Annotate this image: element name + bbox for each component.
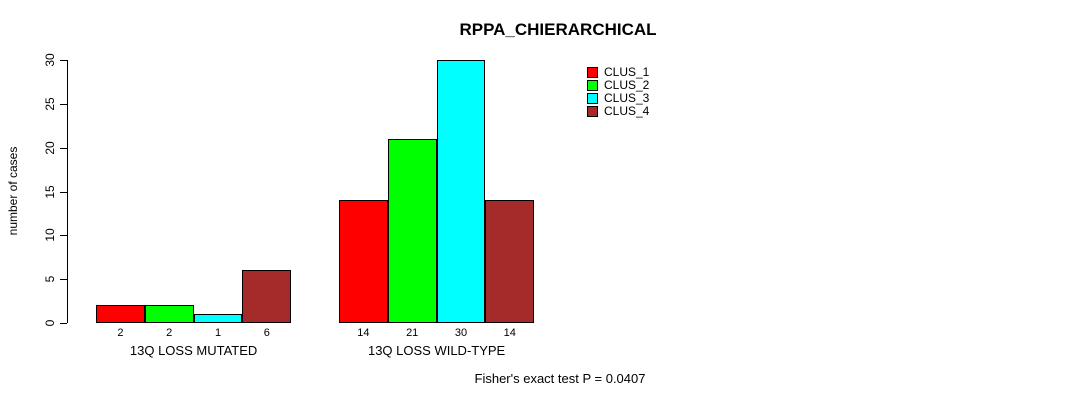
bar-value-label: 14: [503, 327, 516, 339]
y-tick: [60, 103, 67, 105]
legend-swatch: [587, 106, 598, 117]
y-tick: [60, 279, 67, 281]
y-axis-title: number of cases: [6, 146, 20, 236]
chart-title: RPPA_CHIERARCHICAL: [459, 20, 657, 39]
bar: [485, 200, 535, 323]
legend-item: CLUS_3: [587, 92, 649, 105]
y-tick-label: 30: [43, 53, 57, 67]
bar-value-label: 21: [406, 327, 419, 339]
group-label: 13Q LOSS WILD-TYPE: [367, 343, 506, 358]
footer-annotation: Fisher's exact test P = 0.0407: [474, 371, 646, 386]
legend-item: CLUS_1: [587, 66, 649, 79]
bar-value-label: 14: [357, 327, 370, 339]
bar: [144, 305, 194, 323]
y-tick-label: 25: [43, 97, 57, 111]
y-tick-label: 10: [43, 228, 57, 243]
legend-label: CLUS_2: [604, 78, 650, 92]
bar: [193, 314, 243, 323]
bar: [339, 200, 388, 323]
y-tick-label: 5: [43, 275, 57, 283]
y-tick: [60, 147, 67, 149]
bar-value-label: 2: [117, 327, 124, 339]
bar-value-label: 2: [166, 327, 173, 339]
bar: [436, 60, 486, 323]
y-tick-label: 15: [43, 184, 57, 199]
legend-label: CLUS_1: [604, 65, 650, 79]
legend-swatch: [587, 67, 598, 78]
y-axis-line: [67, 60, 68, 323]
bar: [387, 138, 437, 323]
legend: CLUS_1 CLUS_2 CLUS_3 CLUS_4: [587, 66, 649, 118]
y-tick: [60, 60, 67, 61]
bar: [242, 270, 292, 323]
y-tick: [60, 235, 67, 237]
legend-label: CLUS_3: [604, 91, 650, 105]
bar-value-label: 1: [214, 327, 222, 339]
group-label: 13Q LOSS MUTATED: [129, 343, 258, 358]
bar-value-label: 6: [263, 327, 270, 339]
legend-item: CLUS_4: [587, 105, 649, 118]
legend-swatch: [587, 93, 598, 104]
y-tick-label: 0: [43, 319, 57, 327]
legend-item: CLUS_2: [587, 79, 649, 92]
bar: [96, 305, 145, 323]
y-tick: [60, 191, 67, 193]
y-tick: [60, 323, 67, 324]
bar-value-label: 30: [454, 327, 468, 339]
legend-label: CLUS_4: [604, 104, 650, 118]
y-tick-label: 20: [43, 140, 57, 155]
legend-swatch: [587, 80, 598, 91]
